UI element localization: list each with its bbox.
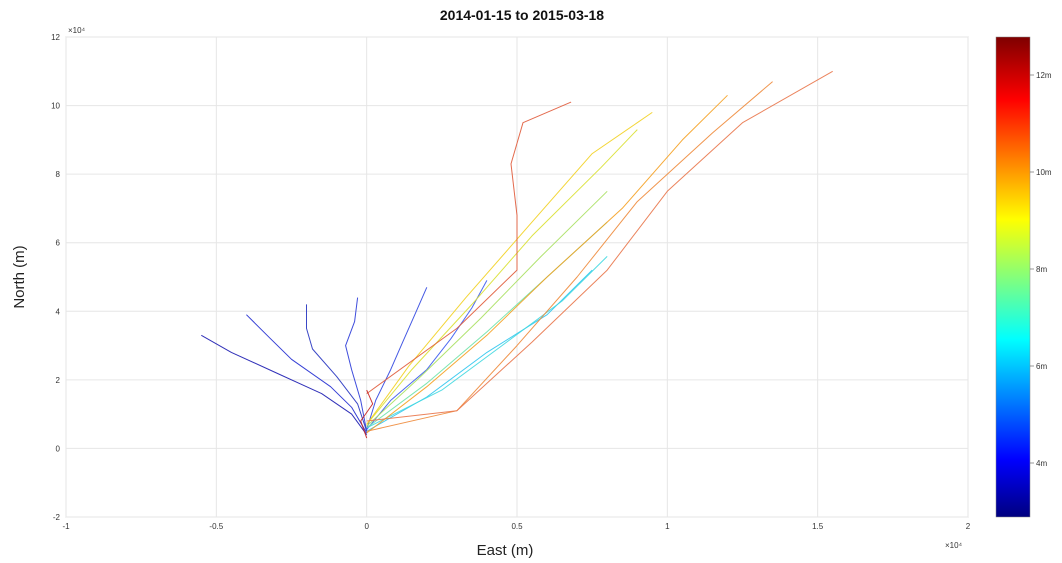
series-line-7 xyxy=(366,269,593,432)
colorbar-tick-label: 4m xyxy=(1036,459,1047,468)
series-line-8 xyxy=(366,256,608,429)
series-group xyxy=(201,70,833,439)
x-tick-labels: -1 -0.5 0 0.5 1 1.5 2 xyxy=(62,522,970,531)
x-tick-label: 0.5 xyxy=(511,522,523,531)
series-line-10 xyxy=(366,190,608,427)
grid xyxy=(65,36,969,518)
series-line-5 xyxy=(366,287,428,430)
series-line-13 xyxy=(366,94,728,434)
y-tick-label: 2 xyxy=(56,376,61,385)
colorbar-tick-label: 10m xyxy=(1036,168,1052,177)
y-tick-label: 12 xyxy=(51,33,60,42)
series-line-3 xyxy=(306,304,368,432)
y-tick-label: 10 xyxy=(51,102,60,111)
y-tick-label: -2 xyxy=(53,513,61,522)
x-tick-label: -1 xyxy=(62,522,70,531)
y-tick-label: 0 xyxy=(56,444,61,453)
series-line-16 xyxy=(366,101,572,395)
y-tick-label: 6 xyxy=(56,239,61,248)
y-tick-labels: -2 0 2 4 6 8 10 12 xyxy=(51,33,60,522)
x-tick-label: 1 xyxy=(665,522,670,531)
x-tick-label: 0 xyxy=(364,522,369,531)
y-axis-label: North (m) xyxy=(11,245,28,308)
colorbar-tick-label: 12m xyxy=(1036,71,1052,80)
colorbar-tick-labels: 12m 10m 8m 6m 4m xyxy=(1030,71,1052,468)
colorbar-tick-label: 8m xyxy=(1036,265,1047,274)
y-tick-label: 8 xyxy=(56,170,61,179)
series-line-11 xyxy=(366,129,638,425)
series-line-6 xyxy=(366,280,488,430)
y-exponent-label: ×10⁴ xyxy=(68,26,86,35)
x-axis-label: East (m) xyxy=(477,542,534,559)
x-exponent-label: ×10⁴ xyxy=(945,541,963,550)
x-tick-label: 2 xyxy=(966,522,971,531)
x-tick-label: -0.5 xyxy=(209,522,223,531)
chart-title: 2014-01-15 to 2015-03-18 xyxy=(440,7,604,23)
colorbar-tick-label: 6m xyxy=(1036,362,1047,371)
series-line-15 xyxy=(366,70,833,422)
series-line-17 xyxy=(360,389,374,439)
colorbar xyxy=(995,36,1031,518)
y-tick-label: 4 xyxy=(56,307,61,316)
series-line-4 xyxy=(345,297,368,432)
series-line-2 xyxy=(246,314,368,434)
x-tick-label: 1.5 xyxy=(812,522,824,531)
series-line-12 xyxy=(366,111,653,425)
series-line-1 xyxy=(201,334,368,435)
